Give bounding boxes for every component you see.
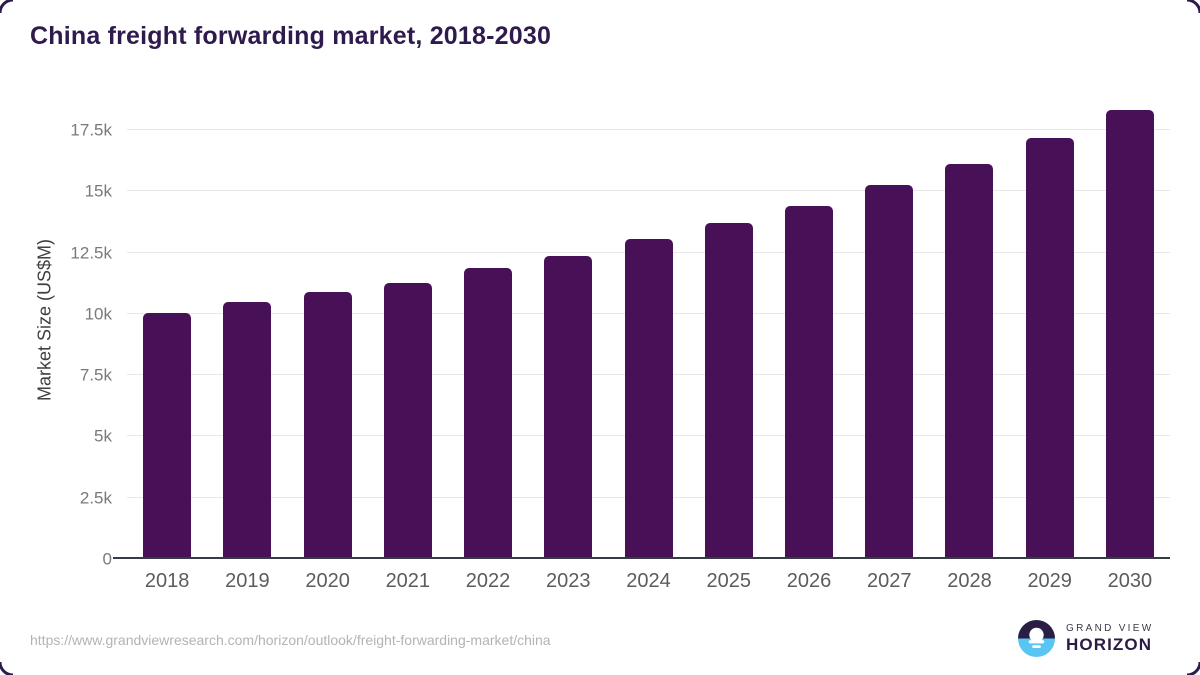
logo-icon-reflection-2 <box>1032 645 1041 649</box>
x-tick-label-2023: 2023 <box>546 570 591 592</box>
bar-2026 <box>784 205 833 559</box>
bar-2022 <box>464 268 513 559</box>
bar-cell-2024 <box>608 99 688 559</box>
bar-2021 <box>383 283 432 559</box>
logo-icon-reflection-1 <box>1028 640 1045 644</box>
x-tick-label-2027: 2027 <box>866 570 912 592</box>
x-tick-label-2028: 2028 <box>947 570 992 592</box>
bar-cell-2018 <box>127 99 207 559</box>
bar-2020 <box>303 291 352 559</box>
plot-area <box>127 99 1170 559</box>
x-tick-label-2020: 2020 <box>305 570 350 592</box>
bar-cell-2025 <box>689 99 769 559</box>
bar-cell-2026 <box>769 99 849 559</box>
y-tick-label-15k: 15k <box>84 181 112 201</box>
logo-text: GRAND VIEW HORIZON <box>1066 622 1153 655</box>
x-tick-label-2026: 2026 <box>786 570 832 592</box>
x-tick-label-2021: 2021 <box>385 570 431 592</box>
logo-grand-view-label: GRAND VIEW <box>1066 623 1154 635</box>
gridline-15k <box>127 190 1170 192</box>
x-tick-label-2025: 2025 <box>706 570 752 592</box>
bar-2029 <box>1025 138 1074 559</box>
horizon-sunset-logo-icon <box>1018 620 1055 657</box>
y-axis-tick-labels: 0 2.5k 5k 7.5k 10k 12.5k 15k 17.5k <box>0 99 112 567</box>
bar-cell-2022 <box>448 99 528 559</box>
bar-cell-2023 <box>528 99 608 559</box>
y-tick-label-0: 0 <box>102 549 112 569</box>
bar-2024 <box>624 239 673 559</box>
y-tick-label-12.5k: 12.5k <box>70 243 112 262</box>
x-tick-label-2019: 2019 <box>225 570 270 592</box>
page-title: China freight forwarding market, 2018-20… <box>30 22 552 50</box>
y-tick-label-7.5k: 7.5k <box>79 365 112 385</box>
x-tick-label-2018: 2018 <box>144 570 190 592</box>
x-tick-label-2022: 2022 <box>465 570 511 592</box>
bar-cell-2019 <box>207 99 287 559</box>
bar-2028 <box>945 164 994 559</box>
grand-view-horizon-logo: GRAND VIEW HORIZON <box>1018 620 1153 657</box>
bar-cell-2020 <box>287 99 367 559</box>
y-tick-label-10k: 10k <box>84 304 112 324</box>
corner-arc-top-right <box>1186 0 1200 14</box>
logo-icon-sun <box>1029 627 1044 643</box>
source-url: https://www.grandviewresearch.com/horizo… <box>30 632 551 648</box>
corner-arc-top-left <box>0 0 14 14</box>
x-tick-label-2024: 2024 <box>626 570 671 592</box>
bar-cell-2029 <box>1010 99 1090 559</box>
y-tick-label-17.5k: 17.5k <box>70 120 112 140</box>
bar-cell-2028 <box>929 99 1009 559</box>
bars-layer <box>127 99 1170 559</box>
bar-2025 <box>704 223 753 559</box>
bar-cell-2027 <box>849 99 929 559</box>
bar-2030 <box>1105 110 1154 559</box>
x-tick-label-2030: 2030 <box>1107 570 1153 592</box>
bar-cell-2030 <box>1090 99 1170 559</box>
bar-2023 <box>544 256 593 559</box>
logo-horizon-label: HORIZON <box>1066 635 1153 655</box>
gridline-17.5k <box>127 128 1170 130</box>
x-tick-label-2029: 2029 <box>1027 570 1072 592</box>
corner-arc-bottom-left <box>0 661 14 675</box>
y-tick-label-5k: 5k <box>94 426 112 446</box>
corner-arc-bottom-right <box>1186 661 1200 675</box>
bar-2027 <box>865 185 914 559</box>
bar-2019 <box>223 301 272 559</box>
bar-cell-2021 <box>368 99 448 559</box>
x-axis-tick-labels: 2018 2019 2020 2021 2022 2023 2024 2025 2026 2027… <box>127 570 1170 593</box>
bar-2018 <box>143 312 192 559</box>
x-axis-line <box>113 557 1170 559</box>
y-tick-label-2.5k: 2.5k <box>79 488 112 508</box>
